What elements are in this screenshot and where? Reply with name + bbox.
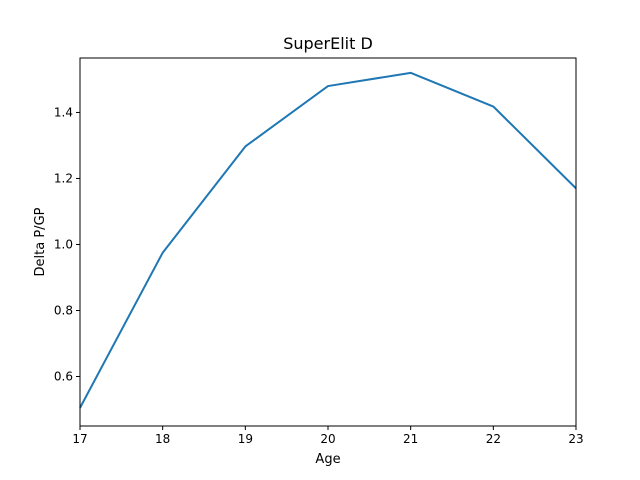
y-tick-label: 0.8 [54, 303, 73, 317]
series-line-0 [79, 71, 577, 409]
x-tick-label: 18 [155, 432, 170, 446]
y-axis-ticks: 0.6 0.8 1.0 1.2 1.4 [54, 105, 80, 383]
x-tick-label: 20 [320, 432, 335, 446]
y-tick-label: 1.2 [54, 171, 73, 185]
y-axis-label: Delta P/GP [33, 207, 48, 276]
x-tick-label: 21 [403, 432, 418, 446]
x-tick-label: 23 [568, 432, 583, 446]
y-tick-label: 1.4 [54, 105, 73, 119]
x-axis-ticks: 17 18 19 20 21 22 23 [72, 426, 584, 446]
y-tick-label: 1.0 [54, 237, 73, 251]
x-tick-label: 17 [72, 432, 87, 446]
x-axis-label: Age [315, 452, 340, 467]
series-layer [79, 71, 577, 409]
x-tick-label: 19 [238, 432, 253, 446]
y-tick-label: 0.6 [54, 369, 73, 383]
x-tick-label: 22 [486, 432, 501, 446]
chart-title: SuperElit D [283, 34, 373, 53]
